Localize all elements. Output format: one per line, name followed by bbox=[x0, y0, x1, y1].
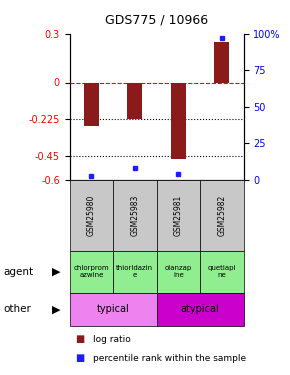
Bar bbox=[214, 42, 229, 82]
FancyBboxPatch shape bbox=[157, 251, 200, 292]
Text: typical: typical bbox=[97, 304, 129, 314]
Text: percentile rank within the sample: percentile rank within the sample bbox=[93, 354, 246, 363]
Text: chlorprom
azwine: chlorprom azwine bbox=[74, 266, 109, 278]
Text: GSM25983: GSM25983 bbox=[130, 195, 139, 236]
Text: log ratio: log ratio bbox=[93, 335, 130, 344]
Text: GSM25981: GSM25981 bbox=[174, 195, 183, 236]
FancyBboxPatch shape bbox=[70, 292, 157, 326]
Text: ■: ■ bbox=[75, 353, 85, 363]
Text: olanzap
ine: olanzap ine bbox=[165, 266, 192, 278]
Bar bbox=[127, 82, 142, 119]
FancyBboxPatch shape bbox=[70, 180, 113, 251]
FancyBboxPatch shape bbox=[70, 251, 113, 292]
Text: agent: agent bbox=[3, 267, 33, 277]
Text: other: other bbox=[3, 304, 31, 314]
FancyBboxPatch shape bbox=[200, 180, 244, 251]
FancyBboxPatch shape bbox=[157, 180, 200, 251]
Text: thioridazin
e: thioridazin e bbox=[116, 266, 153, 278]
Text: ▶: ▶ bbox=[52, 304, 61, 314]
Bar bbox=[84, 82, 99, 126]
Text: atypical: atypical bbox=[181, 304, 220, 314]
FancyBboxPatch shape bbox=[113, 251, 157, 292]
Text: quetiapi
ne: quetiapi ne bbox=[208, 266, 236, 278]
Text: GSM25980: GSM25980 bbox=[87, 195, 96, 236]
Bar bbox=[171, 82, 186, 159]
FancyBboxPatch shape bbox=[200, 251, 244, 292]
FancyBboxPatch shape bbox=[157, 292, 244, 326]
Text: GDS775 / 10966: GDS775 / 10966 bbox=[105, 13, 208, 26]
FancyBboxPatch shape bbox=[113, 180, 157, 251]
Text: ■: ■ bbox=[75, 334, 85, 344]
Text: ▶: ▶ bbox=[52, 267, 61, 277]
Text: GSM25982: GSM25982 bbox=[217, 195, 226, 236]
